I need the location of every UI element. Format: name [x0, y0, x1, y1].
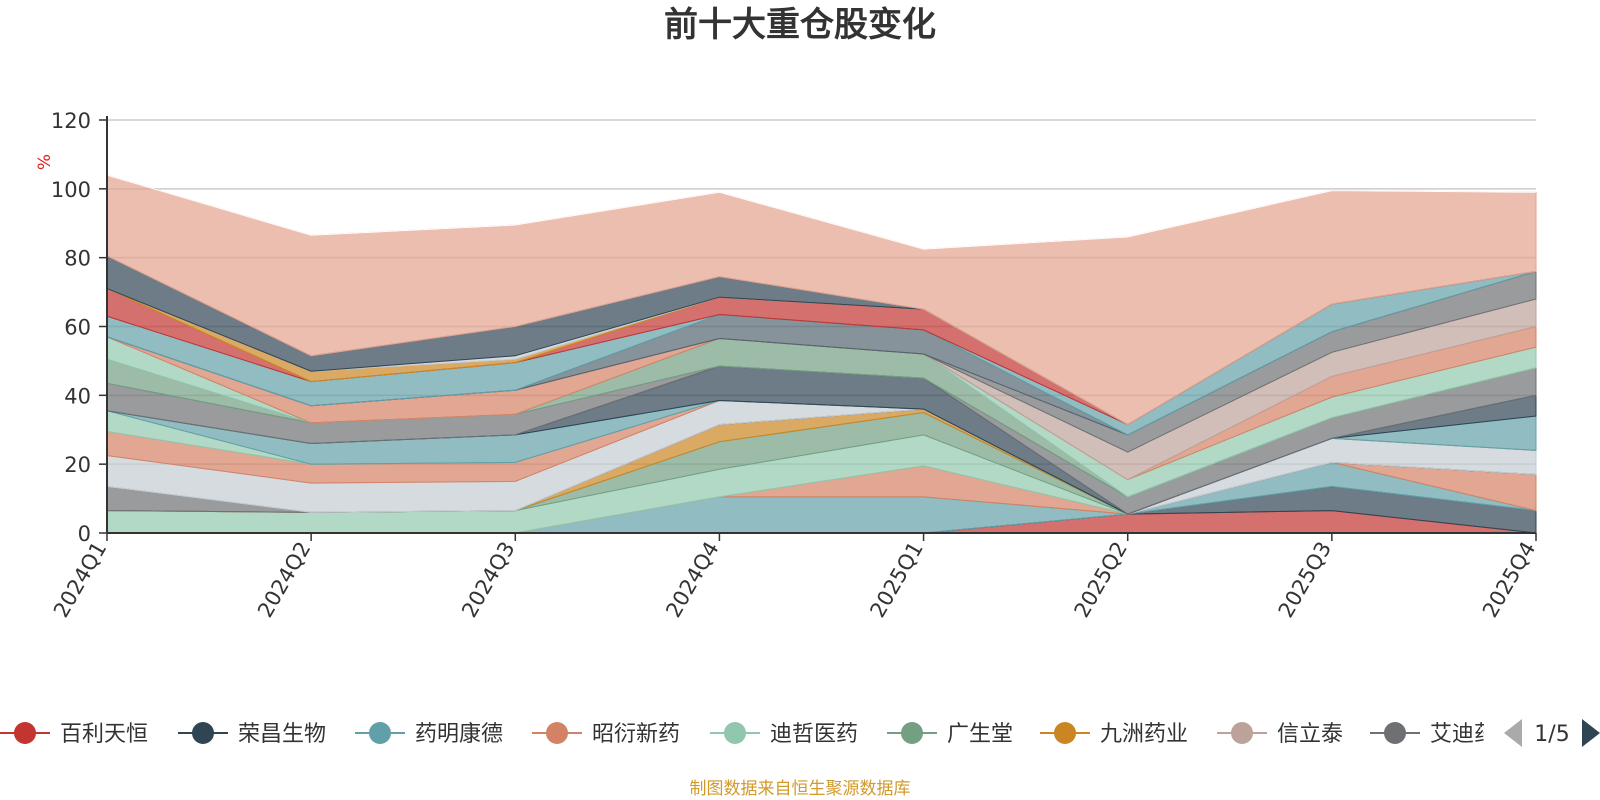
legend-marker-icon — [369, 722, 391, 744]
legend-marker-icon — [724, 722, 746, 744]
legend-item[interactable]: 药明康德 — [355, 722, 503, 747]
legend-label: 艾迪药业 — [1430, 722, 1518, 747]
legend-item[interactable]: 荣昌生物 — [178, 722, 326, 747]
y-axis-label: % — [35, 154, 55, 170]
area-series-30 — [106, 174, 1537, 250]
legend-marker-icon — [1231, 722, 1253, 744]
y-tick-label: 0 — [78, 522, 91, 546]
y-tick-label: 40 — [64, 384, 91, 408]
legend-marker-icon — [192, 722, 214, 744]
legend-marker-icon — [1384, 722, 1406, 744]
y-tick-label: 120 — [51, 109, 91, 133]
legend-item[interactable]: 广生堂 — [887, 722, 1013, 747]
legend-label: 百利天恒 — [60, 722, 148, 747]
legend-label: 九洲药业 — [1100, 722, 1188, 747]
x-tick-label: 2024Q1 — [49, 538, 111, 622]
y-tick-label: 20 — [64, 453, 91, 477]
y-tick-label: 60 — [64, 316, 91, 340]
chart-title: 前十大重仓股变化 — [664, 5, 936, 45]
legend-pager: 1/5 — [1504, 719, 1600, 747]
legend-item[interactable]: 信立泰 — [1217, 722, 1343, 747]
legend-marker-icon — [14, 722, 36, 744]
triangle-right-icon[interactable] — [1582, 719, 1600, 747]
data-source-note: 制图数据来自恒生聚源数据库 — [690, 779, 911, 799]
legend-marker-icon — [1054, 722, 1076, 744]
x-tick-label: 2025Q2 — [1070, 538, 1132, 622]
legend-marker-icon — [901, 722, 923, 744]
legend-label: 昭衍新药 — [592, 722, 680, 747]
x-tick-label: 2024Q2 — [253, 538, 315, 622]
x-tick-label: 2024Q3 — [457, 538, 519, 622]
legend-item[interactable]: 九洲药业 — [1040, 722, 1188, 747]
triangle-left-icon[interactable] — [1504, 719, 1522, 747]
legend-page-indicator: 1/5 — [1534, 722, 1569, 747]
y-tick-label: 80 — [64, 247, 91, 271]
x-tick-label: 2025Q4 — [1478, 538, 1540, 622]
legend-marker-icon — [546, 722, 568, 744]
legend-item[interactable]: 百利天恒 — [0, 722, 148, 747]
legend-label: 荣昌生物 — [238, 722, 326, 747]
legend-label: 药明康德 — [415, 722, 503, 747]
legend-label: 信立泰 — [1277, 722, 1343, 747]
x-tick-label: 2024Q4 — [661, 538, 723, 622]
legend-item[interactable]: 昭衍新药 — [532, 722, 680, 747]
legend-item[interactable]: 艾迪药业 — [1370, 722, 1518, 747]
x-tick-label: 2025Q3 — [1274, 538, 1336, 622]
legend: 百利天恒 荣昌生物 药明康德 昭衍新药 迪哲医药 广生堂 九洲药业 信立泰 艾迪药业 — [0, 722, 1518, 747]
x-tick-label: 2025Q1 — [865, 538, 927, 622]
legend-item[interactable]: 迪哲医药 — [710, 722, 858, 747]
y-tick-label: 100 — [51, 178, 91, 202]
legend-label: 广生堂 — [947, 722, 1013, 747]
legend-label: 迪哲医药 — [770, 722, 858, 747]
stacked-areas — [106, 174, 1537, 534]
